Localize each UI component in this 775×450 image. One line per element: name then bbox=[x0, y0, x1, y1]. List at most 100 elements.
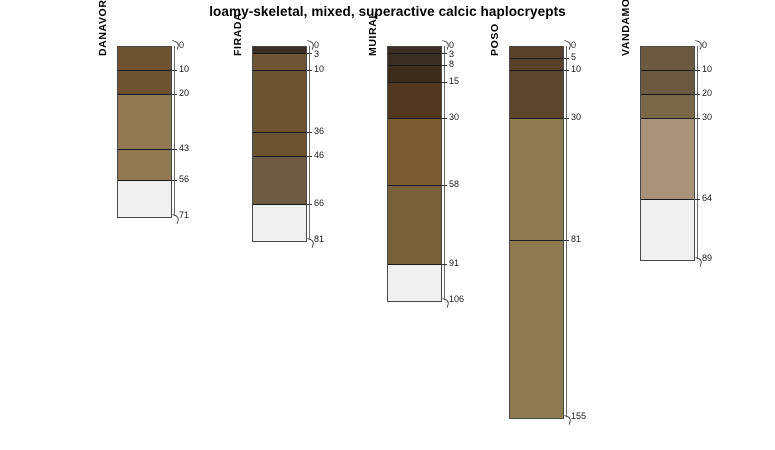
depth-tick-label: 106 bbox=[449, 293, 465, 304]
horizon-bk1[interactable] bbox=[641, 94, 694, 119]
depth-tick bbox=[563, 239, 569, 241]
profile-bar bbox=[387, 46, 442, 302]
depth-tick bbox=[694, 93, 700, 95]
depth-tick-label: 0 bbox=[571, 40, 577, 50]
depth-tick bbox=[171, 69, 177, 71]
depth-tick bbox=[694, 117, 700, 119]
depth-tick-label: 30 bbox=[571, 111, 582, 122]
horizon-oi[interactable] bbox=[388, 47, 441, 55]
profile-bar bbox=[640, 46, 695, 262]
depth-axis-line bbox=[444, 46, 445, 300]
depth-tick-label: 91 bbox=[449, 257, 460, 268]
depth-tick bbox=[441, 263, 447, 265]
horizon-bk2[interactable] bbox=[510, 118, 563, 241]
horizon-a[interactable] bbox=[118, 47, 171, 71]
profile-bar bbox=[117, 46, 172, 218]
depth-tick-label: 8 bbox=[449, 59, 455, 70]
horizon-a2[interactable] bbox=[641, 70, 694, 95]
depth-tick-label: 10 bbox=[571, 63, 582, 74]
depth-tick-label: 10 bbox=[702, 63, 713, 74]
horizon-bk1[interactable] bbox=[510, 70, 563, 119]
depth-tick-label: 3 bbox=[314, 49, 320, 59]
depth-tick-label: 43 bbox=[179, 142, 190, 153]
depth-tick bbox=[171, 93, 177, 95]
depth-tick bbox=[306, 132, 312, 134]
depth-axis-line bbox=[566, 46, 567, 418]
horizon-a1[interactable] bbox=[388, 66, 441, 83]
horizon-2bw2[interactable] bbox=[118, 94, 171, 150]
horizon-a1[interactable] bbox=[510, 47, 563, 59]
depth-tick bbox=[306, 53, 312, 55]
horizon-bk[interactable] bbox=[388, 185, 441, 265]
depth-tick-label: 3 bbox=[449, 49, 455, 59]
depth-axis-line bbox=[174, 46, 175, 216]
depth-tick-label: 10 bbox=[179, 63, 190, 74]
horizon-bw2[interactable] bbox=[253, 133, 306, 158]
depth-tick-label: 30 bbox=[702, 111, 713, 122]
profile-name-label: DANAVORE bbox=[97, 0, 109, 56]
profile-name-label: MUIRAL bbox=[367, 11, 379, 56]
depth-tick-label: 46 bbox=[314, 150, 325, 161]
depth-tick-label: 0 bbox=[702, 40, 708, 50]
depth-tick-label: 71 bbox=[179, 209, 190, 220]
horizon-2cr[interactable] bbox=[118, 181, 171, 217]
depth-tick bbox=[306, 204, 312, 205]
horizon-a1[interactable] bbox=[641, 47, 694, 71]
depth-tick bbox=[171, 148, 177, 150]
depth-tick bbox=[563, 69, 569, 71]
horizon-a2[interactable] bbox=[388, 82, 441, 119]
horizon-2bk[interactable] bbox=[118, 149, 171, 182]
horizon-bw1[interactable] bbox=[253, 70, 306, 134]
depth-tick-label: 81 bbox=[571, 233, 582, 244]
horizon-r[interactable] bbox=[641, 200, 694, 261]
depth-tick-label: 30 bbox=[449, 111, 460, 122]
depth-tick bbox=[563, 57, 569, 59]
depth-tick-label: 36 bbox=[314, 126, 325, 137]
depth-tick-label: 5 bbox=[571, 51, 577, 62]
profile-bar bbox=[252, 46, 307, 242]
horizon-bw1[interactable] bbox=[118, 70, 171, 95]
depth-tick-label: 64 bbox=[702, 193, 713, 204]
depth-tick-label: 20 bbox=[702, 87, 713, 98]
depth-tick bbox=[306, 69, 312, 71]
depth-tick-label: 155 bbox=[571, 411, 587, 422]
depth-tick-label: 15 bbox=[449, 75, 460, 86]
horizon-bk2[interactable] bbox=[641, 118, 694, 201]
horizon-r[interactable] bbox=[253, 205, 306, 241]
depth-axis-line bbox=[697, 46, 698, 260]
depth-tick bbox=[441, 117, 447, 119]
depth-tick-label: 66 bbox=[314, 198, 325, 208]
horizon-bw[interactable] bbox=[388, 118, 441, 186]
horizon-2r[interactable] bbox=[388, 264, 441, 301]
profile-name-label: FIRADA bbox=[232, 12, 244, 56]
depth-tick bbox=[171, 180, 177, 182]
profile-bar bbox=[509, 46, 564, 420]
profile-name-label: VANDAMORE bbox=[620, 0, 632, 56]
depth-tick-label: 0 bbox=[179, 40, 185, 50]
depth-tick bbox=[441, 184, 447, 186]
horizon-oe[interactable] bbox=[388, 54, 441, 67]
depth-tick-label: 0 bbox=[449, 40, 455, 50]
depth-tick-label: 0 bbox=[314, 40, 320, 50]
horizon-c1[interactable] bbox=[510, 240, 563, 419]
horizon-bk[interactable] bbox=[253, 157, 306, 205]
depth-tick bbox=[441, 53, 447, 55]
horizon-a2[interactable] bbox=[510, 58, 563, 71]
depth-tick-label: 58 bbox=[449, 178, 460, 189]
horizon-oi[interactable] bbox=[253, 47, 306, 55]
depth-tick-label: 56 bbox=[179, 174, 190, 185]
depth-tick-label: 10 bbox=[314, 63, 325, 74]
page-title: loamy-skeletal, mixed, superactive calci… bbox=[209, 4, 566, 19]
depth-tick-label: 89 bbox=[702, 253, 713, 264]
profile-name-label: POSO bbox=[489, 23, 501, 56]
depth-tick bbox=[441, 65, 447, 67]
depth-axis-line bbox=[309, 46, 310, 240]
depth-tick bbox=[563, 117, 569, 119]
depth-tick-label: 81 bbox=[314, 233, 325, 244]
depth-tick bbox=[694, 199, 700, 201]
depth-tick bbox=[694, 69, 700, 71]
horizon-e[interactable] bbox=[253, 54, 306, 71]
depth-tick-label: 20 bbox=[179, 87, 190, 98]
depth-tick bbox=[306, 156, 312, 158]
